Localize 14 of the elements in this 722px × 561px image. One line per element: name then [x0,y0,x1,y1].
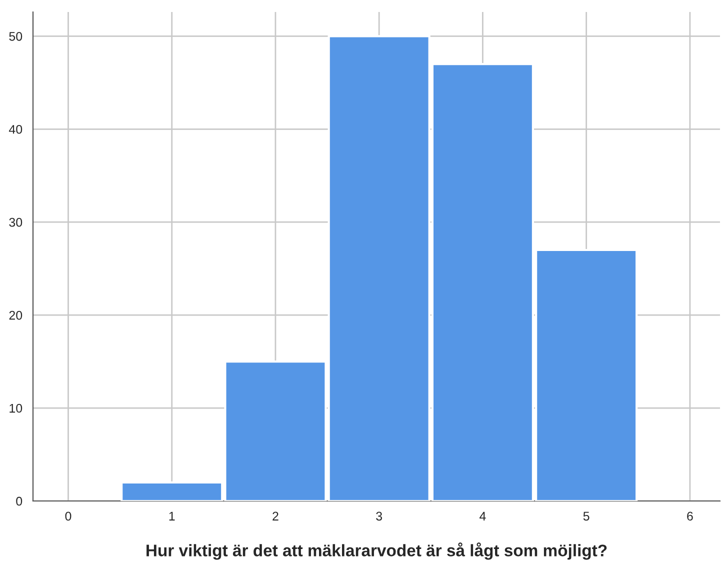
y-tick-label: 50 [9,32,22,41]
x-tick-label: 1 [169,512,175,520]
x-tick-label: 6 [687,512,693,521]
y-tick-label: 20 [9,310,22,320]
x-tick-label: 5 [583,512,590,521]
x-axis-title: Hur viktigt är det att mäklararvodet är så lågt som möjligt? [146,542,607,560]
y-tick-label: 0 [16,496,22,506]
x-tick-label: 0 [65,512,72,521]
x-tick-label: 4 [480,512,486,520]
y-tick-label: 40 [8,124,22,134]
y-tick-label: 10 [10,404,22,413]
x-tick-label: 3 [376,512,382,521]
x-tick-label: 2 [272,512,278,520]
y-tick-label: 30 [9,218,22,227]
